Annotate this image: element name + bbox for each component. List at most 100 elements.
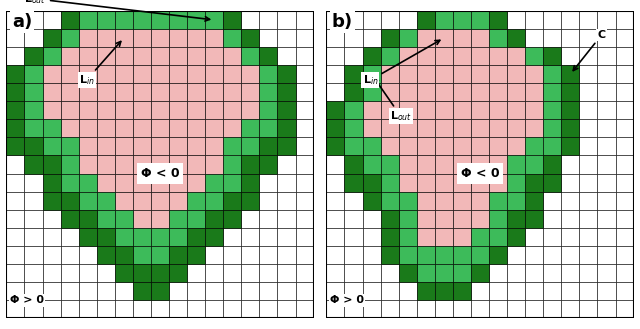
Bar [525, 191, 543, 210]
Bar [97, 11, 115, 29]
Bar [471, 47, 489, 65]
Bar [205, 47, 223, 65]
Bar [489, 47, 507, 65]
Bar [543, 83, 561, 101]
Bar [296, 11, 314, 29]
Bar [223, 138, 241, 156]
Bar [616, 191, 634, 210]
Bar [435, 156, 453, 173]
Bar [115, 83, 133, 101]
Bar [344, 11, 362, 29]
Bar [471, 101, 489, 119]
Bar [489, 29, 507, 47]
Bar [362, 246, 381, 264]
Bar [489, 101, 507, 119]
Bar [97, 246, 115, 264]
Bar [507, 83, 525, 101]
Bar [97, 228, 115, 246]
Bar [579, 47, 598, 65]
Bar [187, 11, 205, 29]
Bar [42, 138, 61, 156]
Bar [205, 119, 223, 138]
Bar [598, 11, 616, 29]
Bar [507, 65, 525, 83]
Bar [223, 119, 241, 138]
Bar [616, 65, 634, 83]
Text: L$_{out}$: L$_{out}$ [24, 0, 210, 21]
Bar [61, 191, 79, 210]
Bar [187, 83, 205, 101]
Bar [381, 246, 399, 264]
Bar [561, 191, 579, 210]
Bar [344, 101, 362, 119]
Bar [223, 191, 241, 210]
Bar [417, 173, 435, 191]
Bar [205, 264, 223, 282]
Bar [381, 173, 399, 191]
Bar [259, 65, 278, 83]
Bar [525, 210, 543, 228]
Bar [24, 246, 42, 264]
Bar [561, 300, 579, 318]
Bar [525, 173, 543, 191]
Bar [133, 83, 151, 101]
Bar [399, 156, 417, 173]
Bar [381, 101, 399, 119]
Bar [507, 83, 525, 101]
Bar [133, 210, 151, 228]
Bar [97, 191, 115, 210]
Bar [507, 119, 525, 138]
Bar [471, 29, 489, 47]
Bar [241, 138, 259, 156]
Bar [115, 138, 133, 156]
Bar [24, 228, 42, 246]
Bar [115, 119, 133, 138]
Bar [417, 156, 435, 173]
Bar [97, 101, 115, 119]
Bar [241, 101, 259, 119]
Bar [61, 29, 79, 47]
Bar [616, 138, 634, 156]
Bar [205, 11, 223, 29]
Bar [133, 282, 151, 300]
Bar [525, 29, 543, 47]
Bar [399, 101, 417, 119]
Bar [381, 101, 399, 119]
Bar [616, 47, 634, 65]
Bar [399, 173, 417, 191]
Bar [61, 65, 79, 83]
Bar [417, 246, 435, 264]
Bar [435, 47, 453, 65]
Bar [6, 210, 24, 228]
Bar [97, 246, 115, 264]
Bar [133, 83, 151, 101]
Bar [42, 228, 61, 246]
Bar [326, 300, 344, 318]
Bar [417, 191, 435, 210]
Bar [223, 156, 241, 173]
Bar [435, 228, 453, 246]
Bar [115, 119, 133, 138]
Bar [205, 101, 223, 119]
Bar [97, 11, 115, 29]
Bar [489, 210, 507, 228]
Bar [489, 228, 507, 246]
Bar [598, 173, 616, 191]
Bar [381, 210, 399, 228]
Bar [471, 156, 489, 173]
Bar [241, 119, 259, 138]
Bar [453, 11, 471, 29]
Bar [115, 47, 133, 65]
Bar [169, 191, 187, 210]
Bar [42, 101, 61, 119]
Bar [169, 11, 187, 29]
Bar [525, 264, 543, 282]
Bar [223, 264, 241, 282]
Bar [507, 173, 525, 191]
Bar [205, 191, 223, 210]
Bar [598, 282, 616, 300]
Bar [507, 210, 525, 228]
Bar [579, 264, 598, 282]
Bar [507, 47, 525, 65]
Bar [259, 138, 278, 156]
